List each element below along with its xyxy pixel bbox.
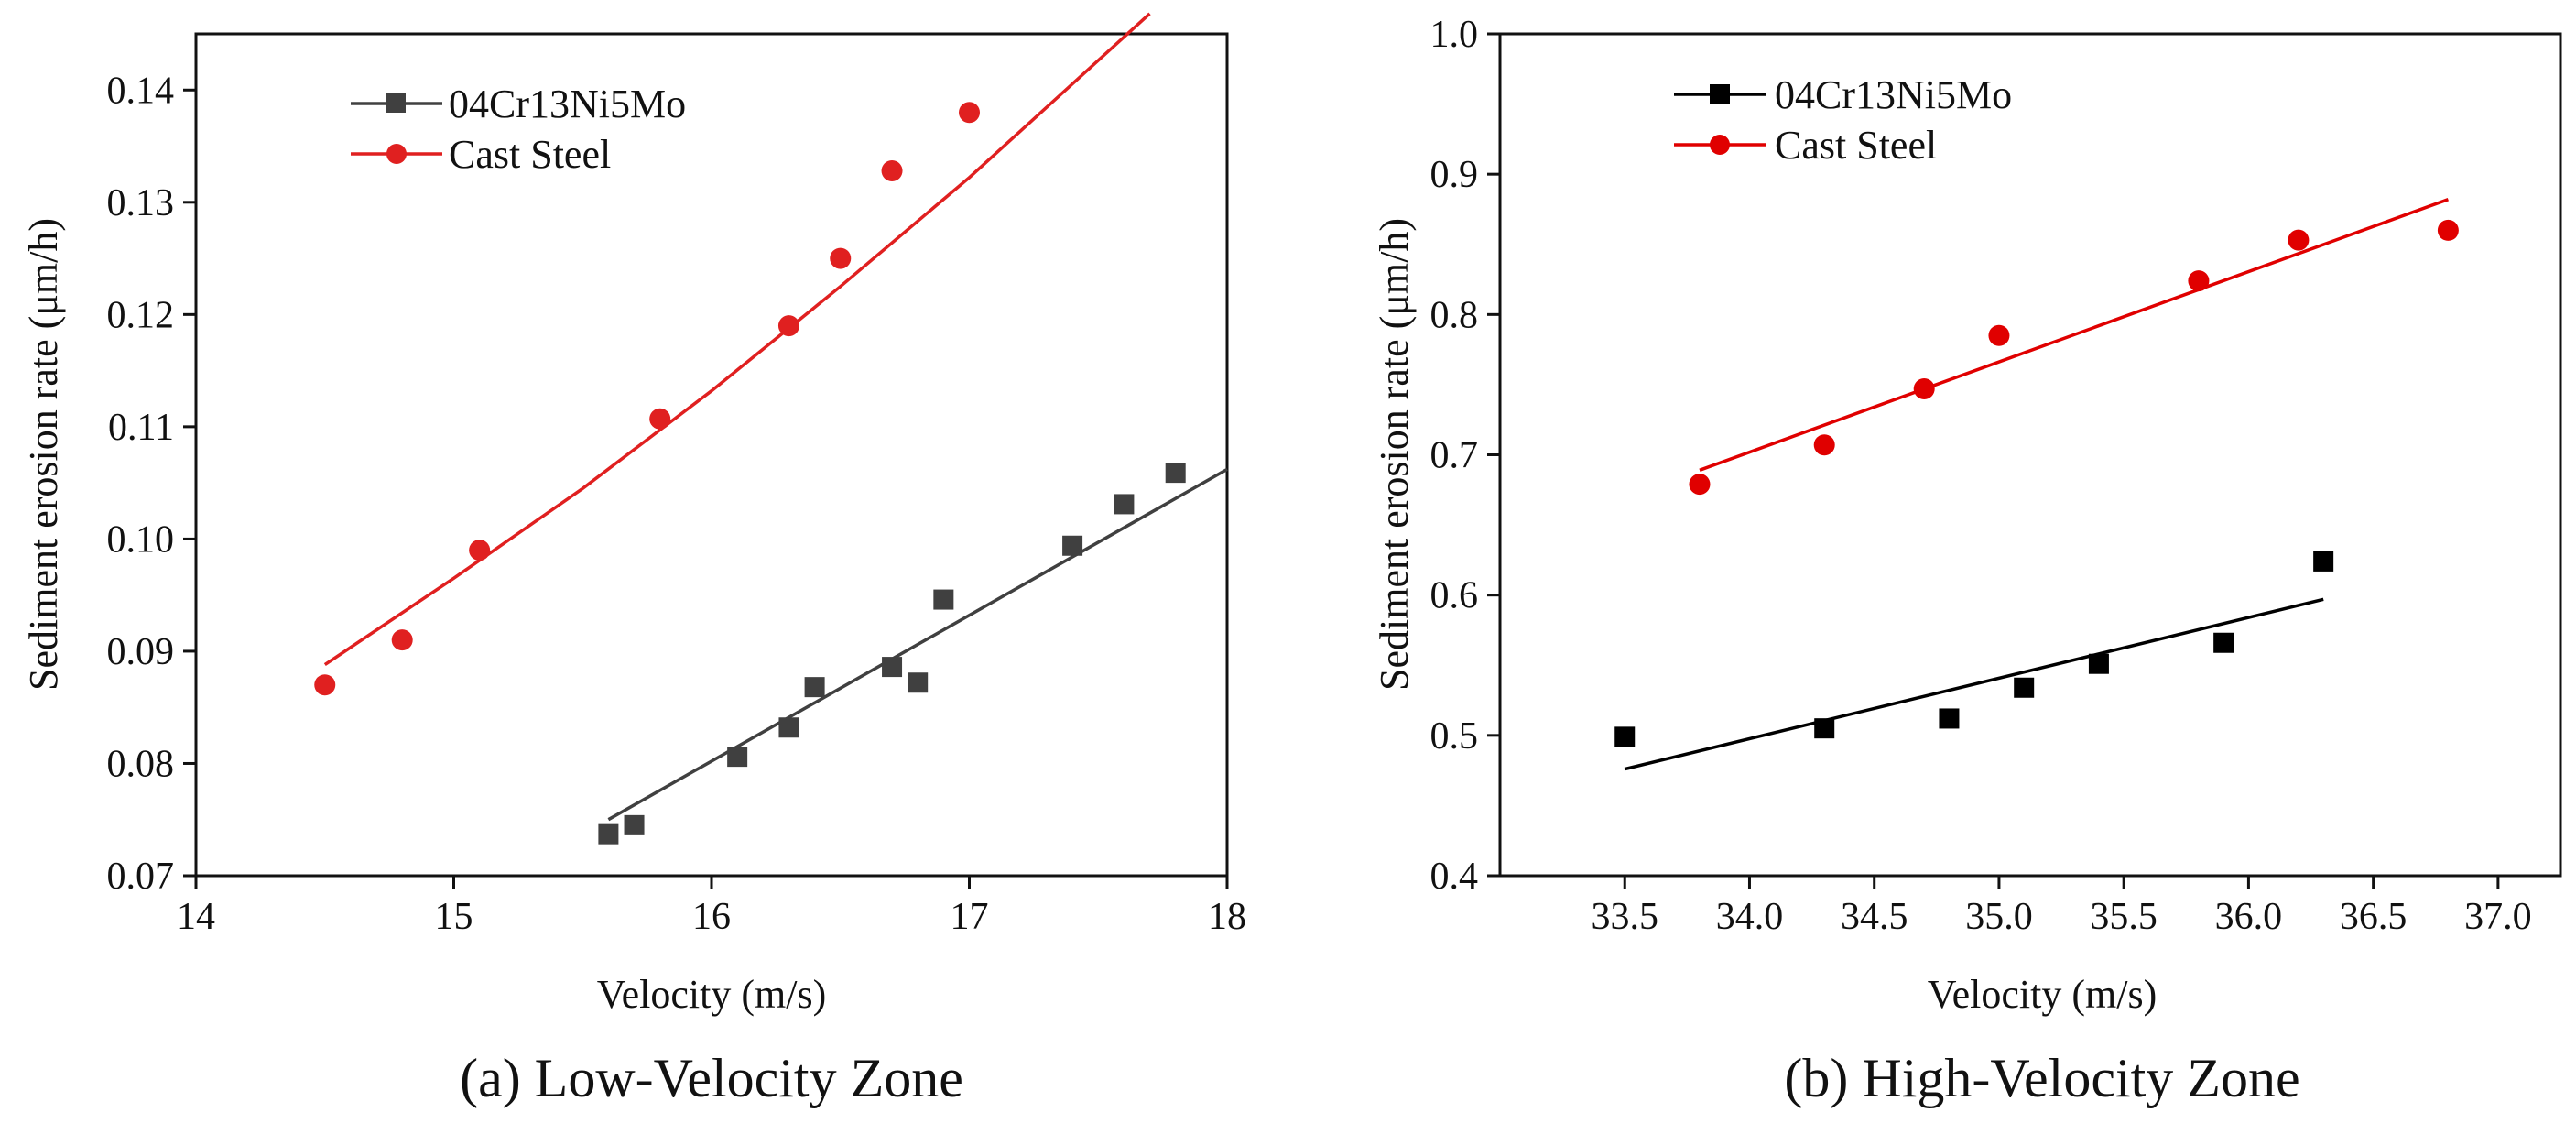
panel-a-xlabel: Velocity (m/s) (597, 972, 827, 1017)
panel-b-ytick-label: 0.9 (1430, 154, 1479, 196)
panel-a-point-cast-steel (391, 629, 413, 651)
panel-b-point-cast-steel (1913, 378, 1935, 400)
panel-a-point-04cr (1114, 494, 1135, 515)
panel-b-fit-lines (1624, 198, 2449, 771)
panel-a-xtick-label: 16 (692, 896, 731, 938)
panel-b-point-04cr (2014, 677, 2035, 698)
panel-b: 33.5 34.0 34.5 35.0 35.5 36.0 36.5 37.0 0.4 0.5 0.… (1372, 14, 2562, 1108)
panel-a-plot-frame (194, 32, 1229, 878)
panel-a-ytick-label: 0.12 (107, 294, 175, 336)
panel-a-ytick-label: 0.08 (107, 743, 175, 785)
panel-a-xtick-label: 18 (1208, 896, 1246, 938)
panel-a-point-cast-steel (469, 540, 491, 562)
legend-a-cast-label: Cast Steel (449, 132, 611, 177)
panel-a-ytick-label: 0.09 (107, 631, 175, 673)
panel-a-point-04cr (727, 747, 748, 768)
panel-b-point-04cr (2213, 632, 2234, 653)
panel-a-ticks: 14 15 16 17 18 0.07 0.08 0.09 0.10 0.11 0.12 0.13 0.… (107, 70, 1247, 938)
panel-b-caption: (b) High-Velocity Zone (1784, 1048, 2299, 1108)
panel-b-point-04cr (2313, 551, 2334, 572)
panel-a-ytick-label: 0.13 (107, 182, 175, 224)
panel-a-point-cast-steel (777, 315, 799, 337)
panel-a-point-04cr (598, 823, 619, 845)
panel-b-point-cast-steel (2188, 270, 2210, 292)
panel-b-xtick-label: 35.5 (2090, 896, 2158, 938)
panel-a-ytick-label: 0.07 (107, 856, 175, 898)
panel-a-point-cast-steel (649, 408, 671, 430)
panel-a-fit-04cr (607, 467, 1228, 822)
panel-b-xtick-label: 33.5 (1591, 896, 1658, 938)
panel-a-xtick-label: 17 (951, 896, 989, 938)
panel-a-fit-cast-steel (323, 12, 1151, 667)
legend-b-04cr-marker (1710, 84, 1730, 104)
panel-b-ytick-label: 0.8 (1430, 294, 1479, 336)
panel-a-caption: (a) Low-Velocity Zone (460, 1048, 963, 1108)
panel-b-point-04cr (1614, 726, 1636, 747)
panel-a-point-04cr (882, 657, 903, 678)
legend-b-04cr-label: 04Cr13Ni5Mo (1775, 72, 2012, 117)
panel-a-fit-lines (323, 12, 1228, 822)
panel-b-xtick-label: 34.0 (1716, 896, 1784, 938)
panel-a-point-04cr (804, 677, 825, 698)
panel-a-point-cast-steel (314, 674, 336, 696)
panel-a-point-cast-steel (830, 247, 852, 269)
panel-b-xtick-label: 36.5 (2340, 896, 2408, 938)
panel-a-point-cast-steel (959, 102, 980, 124)
panel-a-point-04cr (933, 589, 954, 610)
panel-b-point-cast-steel (1813, 434, 1835, 456)
legend-a-04cr-label: 04Cr13Ni5Mo (449, 82, 686, 126)
panel-b-ytick-label: 0.5 (1430, 715, 1479, 758)
panel-b-point-04cr (2088, 653, 2109, 674)
panel-b-xtick-label: 34.5 (1841, 896, 1908, 938)
panel-b-ytick-label: 0.7 (1430, 435, 1479, 477)
panel-b-point-cast-steel (2288, 229, 2310, 251)
panel-a-legend: 04Cr13Ni5Mo Cast Steel (351, 82, 686, 177)
panel-b-point-cast-steel (1988, 324, 2010, 346)
panel-b-ytick-label: 0.6 (1430, 575, 1479, 617)
panel-b-plot-frame (1498, 32, 2562, 878)
panel-b-ticks: 33.5 34.0 34.5 35.0 35.5 36.0 36.5 37.0 0.4 0.5 0.… (1430, 14, 2532, 938)
panel-b-point-cast-steel (1689, 474, 1711, 496)
panel-b-ytick-label: 0.4 (1430, 856, 1479, 898)
panel-a-ytick-label: 0.10 (107, 518, 175, 561)
legend-a-cast-marker (386, 144, 407, 164)
legend-b-cast-marker (1710, 135, 1730, 155)
panel-b-points (1614, 219, 2459, 747)
panel-b-fit-04cr (1624, 597, 2324, 771)
panel-a-point-04cr (624, 814, 645, 835)
panel-a-point-04cr (778, 717, 799, 738)
panel-b-xtick-label: 37.0 (2464, 896, 2532, 938)
panel-b-fit-cast-steel (1699, 198, 2449, 472)
panel-a-point-04cr (1165, 463, 1186, 484)
panel-b-point-04cr (1939, 708, 1960, 729)
panel-a-points (314, 102, 1186, 845)
panel-b-xtick-label: 35.0 (1965, 896, 2033, 938)
panel-a-point-04cr (1062, 535, 1083, 556)
panel-b-xlabel: Velocity (m/s) (1928, 972, 2158, 1017)
legend-a-04cr-marker (386, 93, 406, 113)
panel-b-point-04cr (1814, 718, 1835, 739)
panel-a-xtick-label: 15 (435, 896, 473, 938)
panel-a-point-cast-steel (881, 159, 903, 181)
panel-a-ytick-label: 0.11 (108, 407, 174, 449)
panel-b-ytick-label: 1.0 (1430, 14, 1479, 56)
panel-b-xtick-label: 36.0 (2215, 896, 2283, 938)
panel-a-ylabel: Sediment erosion rate (μm/h) (21, 218, 66, 691)
legend-b-cast-label: Cast Steel (1775, 123, 1937, 168)
panel-a-ytick-label: 0.14 (107, 70, 175, 112)
panel-b-legend: 04Cr13Ni5Mo Cast Steel (1674, 72, 2012, 168)
panel-a-point-04cr (908, 672, 929, 693)
panel-a-xtick-label: 14 (177, 896, 215, 938)
panel-a: 14 15 16 17 18 0.07 0.08 0.09 0.10 0.11 0.12 0.13 0.… (21, 12, 1247, 1108)
panel-b-ylabel: Sediment erosion rate (μm/h) (1372, 218, 1417, 691)
panel-b-point-cast-steel (2437, 219, 2459, 241)
